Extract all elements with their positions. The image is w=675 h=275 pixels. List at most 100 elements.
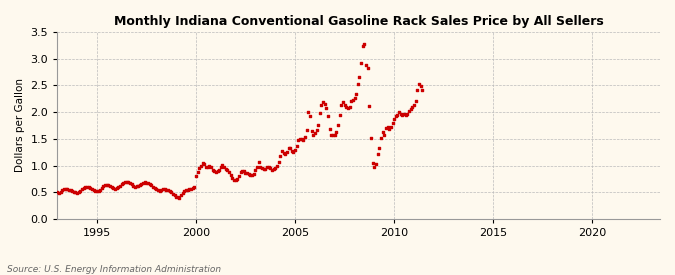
Point	[242, 171, 252, 175]
Point	[205, 165, 216, 169]
Point	[97, 186, 107, 190]
Point	[100, 183, 111, 188]
Point	[286, 148, 297, 153]
Point	[55, 189, 66, 194]
Point	[238, 169, 249, 174]
Point	[281, 149, 292, 154]
Point	[396, 111, 406, 116]
Y-axis label: Dollars per Gallon: Dollars per Gallon	[15, 78, 25, 172]
Point	[161, 187, 171, 192]
Point	[259, 167, 269, 172]
Point	[412, 87, 423, 92]
Point	[331, 130, 342, 134]
Point	[85, 186, 96, 190]
Point	[164, 189, 175, 193]
Point	[209, 169, 219, 174]
Point	[211, 170, 221, 175]
Point	[247, 173, 258, 177]
Point	[118, 180, 129, 185]
Point	[298, 138, 308, 143]
Point	[346, 99, 356, 104]
Point	[57, 188, 68, 192]
Point	[240, 171, 251, 175]
Point	[93, 189, 104, 193]
Point	[234, 174, 244, 178]
Point	[107, 185, 117, 189]
Point	[394, 110, 404, 114]
Point	[186, 186, 196, 191]
Point	[60, 186, 71, 191]
Point	[381, 126, 392, 130]
Point	[338, 100, 348, 104]
Point	[220, 167, 231, 171]
Point	[311, 128, 322, 133]
Point	[333, 123, 344, 127]
Point	[167, 192, 178, 196]
Point	[197, 161, 208, 166]
Point	[362, 66, 373, 70]
Point	[277, 148, 288, 153]
Point	[327, 133, 338, 137]
Point	[408, 102, 419, 107]
Point	[366, 136, 377, 140]
Point	[389, 116, 400, 121]
Point	[88, 188, 99, 192]
Point	[187, 186, 198, 190]
Point	[128, 184, 138, 188]
Point	[316, 103, 327, 107]
Point	[237, 169, 248, 174]
Point	[306, 129, 317, 133]
Point	[53, 191, 64, 195]
Text: Source: U.S. Energy Information Administration: Source: U.S. Energy Information Administ…	[7, 265, 221, 274]
Point	[290, 147, 300, 152]
Point	[65, 188, 76, 192]
Point	[278, 150, 289, 155]
Point	[207, 167, 218, 172]
Point	[144, 182, 155, 186]
Point	[149, 186, 160, 190]
Point	[279, 152, 290, 156]
Point	[414, 82, 425, 87]
Point	[402, 111, 413, 116]
Point	[283, 146, 294, 150]
Point	[113, 185, 124, 190]
Point	[52, 190, 63, 194]
Point	[174, 196, 185, 200]
Point	[354, 75, 365, 79]
Point	[407, 105, 418, 109]
Point	[387, 121, 398, 125]
Point	[256, 166, 267, 170]
Point	[98, 184, 109, 188]
Point	[357, 44, 368, 48]
Point	[68, 189, 79, 194]
Point	[199, 162, 210, 167]
Point	[194, 166, 205, 170]
Point	[148, 185, 159, 189]
Point	[229, 178, 240, 182]
Point	[92, 189, 103, 193]
Point	[244, 172, 254, 176]
Point	[131, 184, 142, 189]
Point	[310, 131, 321, 136]
Point	[142, 181, 153, 185]
Point	[178, 191, 188, 196]
Point	[364, 103, 375, 108]
Point	[122, 179, 132, 184]
Point	[252, 165, 263, 169]
Point	[111, 186, 122, 190]
Point	[245, 172, 256, 177]
Point	[377, 130, 388, 134]
Point	[119, 180, 130, 184]
Point	[217, 163, 227, 167]
Point	[275, 154, 286, 158]
Point	[115, 184, 126, 188]
Point	[288, 149, 299, 154]
Point	[90, 188, 101, 193]
Point	[263, 164, 274, 169]
Point	[293, 138, 304, 143]
Point	[182, 187, 193, 192]
Point	[141, 180, 152, 185]
Point	[189, 185, 200, 190]
Point	[339, 103, 350, 107]
Point	[101, 183, 112, 187]
